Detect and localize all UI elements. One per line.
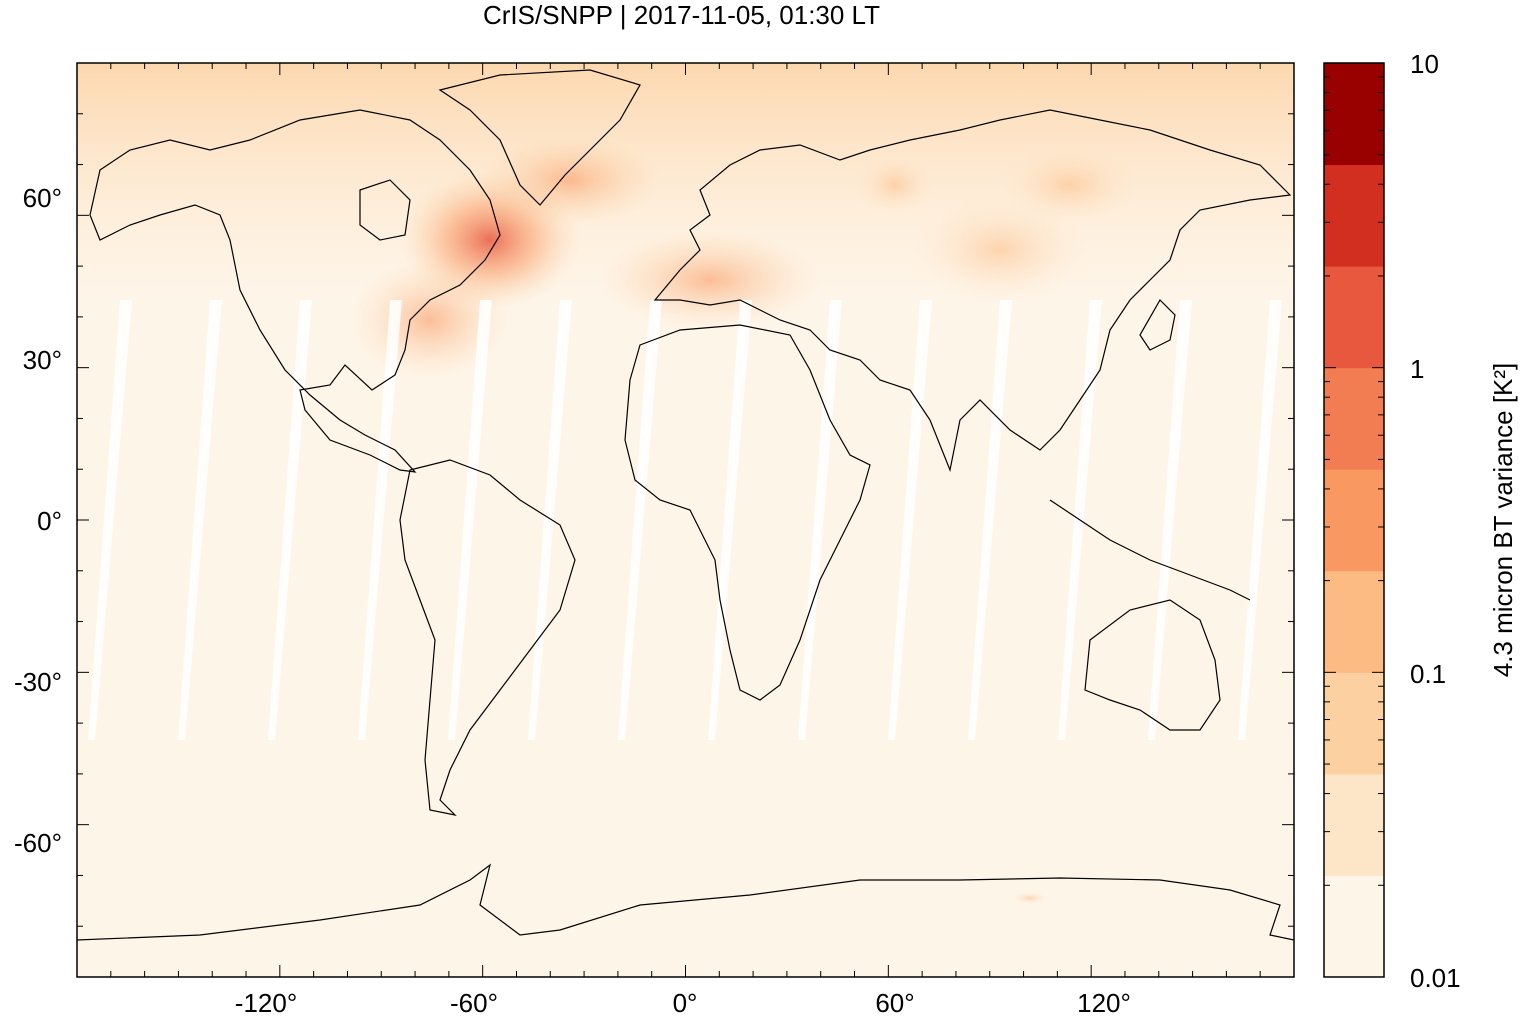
colorbar: [1324, 63, 1384, 978]
colorbar-segment: [1324, 469, 1384, 572]
coast-indonesia: [1049, 499, 1251, 601]
colorbar-segment: [1324, 773, 1384, 876]
colorbar-segment: [1324, 672, 1384, 775]
colorbar-tick-label: 0.1: [1410, 659, 1446, 689]
swath-gap: [528, 300, 572, 740]
y-tick-label: 0°: [37, 506, 62, 536]
colorbar-tick-label: 10: [1410, 49, 1439, 79]
swath-gap: [888, 300, 932, 740]
colorbar-segment: [1324, 367, 1384, 470]
swath-gap: [88, 300, 132, 740]
coastlines: [77, 69, 1294, 941]
swath-gap: [618, 300, 662, 740]
hotspot-western-europe: [600, 230, 820, 330]
coast-europe: [653, 109, 1292, 473]
coast-north-america: [89, 109, 501, 473]
colorbar-frame: [1323, 62, 1385, 978]
colorbar-tick-labels: 10 1 0.1 0.01: [1410, 49, 1461, 993]
swath-gap: [798, 300, 842, 740]
colorbar-tick-label: 0.01: [1410, 963, 1461, 993]
hotspot-urals: [855, 155, 935, 215]
map-title: CrIS/SNPP | 2017-11-05, 01:30 LT: [483, 0, 880, 30]
swath-gap: [448, 300, 492, 740]
colorbar-segment: [1324, 266, 1384, 369]
coast-africa: [624, 324, 871, 701]
x-axis-labels: -120° -60° 0° 60° 120°: [235, 988, 1131, 1018]
x-tick-label: 60°: [875, 988, 914, 1018]
colorbar-ticks: [1324, 76, 1384, 978]
coast-south-america: [399, 459, 576, 816]
hotspot-siberia: [1000, 145, 1140, 225]
map-ticks: [76, 62, 1295, 978]
y-tick-label: -30°: [14, 667, 62, 697]
swath-gap: [358, 300, 402, 740]
x-tick-label: -60°: [450, 988, 498, 1018]
hotspot-central-asia: [910, 195, 1090, 305]
coast-antarctica: [77, 863, 1294, 941]
coast-japan: [1139, 299, 1176, 351]
x-tick-label: -120°: [235, 988, 297, 1018]
x-tick-label: 0°: [673, 988, 698, 1018]
colorbar-segment: [1324, 164, 1384, 267]
colorbar-tick-label: 1: [1410, 354, 1424, 384]
swath-gap: [1238, 300, 1282, 740]
swath-gap: [178, 300, 222, 740]
hotspot-antarctic: [1012, 892, 1048, 904]
y-axis-labels: 60° 30° 0° -30° -60°: [14, 183, 62, 858]
y-tick-label: -60°: [14, 828, 62, 858]
colorbar-segment: [1324, 875, 1384, 978]
colorbar-label: 4.3 micron BT variance [K²]: [1488, 363, 1518, 678]
swath-gap: [968, 300, 1012, 740]
coast-australia: [1084, 599, 1221, 731]
swath-gap: [268, 300, 312, 740]
map-layers: [77, 63, 1294, 941]
hotspot-greenland-sea: [480, 135, 660, 225]
colorbar-segment: [1324, 63, 1384, 166]
y-tick-label: 30°: [23, 345, 62, 375]
y-tick-label: 60°: [23, 183, 62, 213]
coast-greenland: [438, 69, 641, 206]
swath-gap: [1148, 300, 1192, 740]
swath-gap: [708, 300, 752, 740]
x-tick-label: 120°: [1077, 988, 1131, 1018]
colorbar-segment: [1324, 570, 1384, 673]
coast-hudson-bay: [359, 179, 411, 241]
